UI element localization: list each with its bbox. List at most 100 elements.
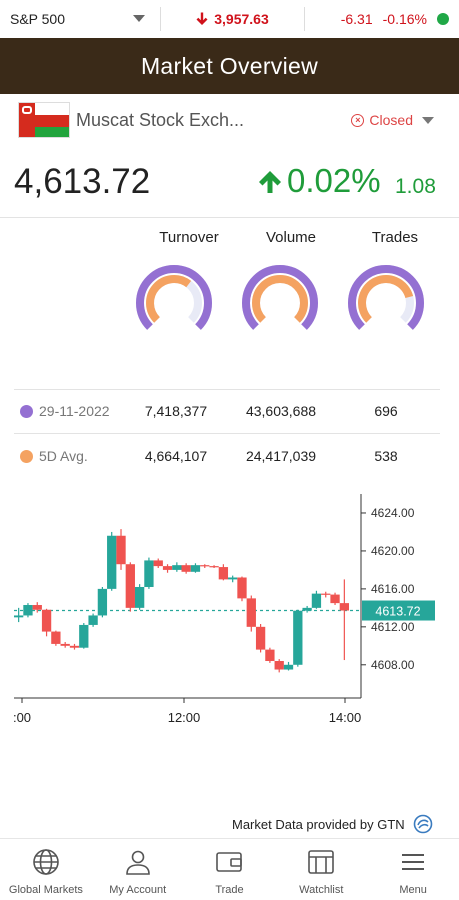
nav-label: Global Markets [8,884,83,896]
candle-body [265,649,275,661]
nav-label: Menu [399,884,427,896]
divider [160,7,161,31]
gauge-avg-arc [146,275,192,323]
stats-row-avg: 5D Avg. 4,664,107 24,417,039 538 [0,441,459,471]
menu-icon [402,854,425,870]
y-tick-label: 4616.00 [371,582,415,596]
trades-label: Trades [371,229,419,246]
legend-dot-icon [20,449,33,463]
candle-body [246,598,256,627]
stats-avg-trades: 538 [374,448,398,464]
candle-body [51,631,61,644]
gauge-avg-arc [252,275,308,323]
candle-body [330,594,340,604]
candle-body [144,560,154,587]
chevron-down-icon [422,116,434,124]
ticker-index-selector[interactable]: S&P 500 [0,0,160,38]
candle-body [190,565,201,572]
candle-body [116,535,126,565]
bottom-navigation: Global Markets My Account Trade Watchlis… [0,838,459,900]
candle-body [283,664,294,670]
candle-body [172,565,182,570]
divider [14,389,440,390]
candle-body [302,607,312,611]
turnover-gauge [136,265,212,330]
candle-body [88,615,98,625]
y-tick-label: 4624.00 [371,506,415,520]
candle-body [14,615,24,618]
y-tick-label: 4612.00 [371,620,415,634]
ticker-value: 3,957.63 [161,11,304,27]
nav-label: Trade [215,884,244,896]
candle-body [209,566,219,568]
divider [304,7,305,31]
market-open-dot-icon [437,13,449,25]
chevron-down-icon [133,15,145,22]
gauge-today-arc [242,265,318,330]
data-provider-text: Market Data provided by GTN [232,816,405,832]
index-change: 1.08 [395,175,436,198]
legend-avg: 5D Avg. [20,448,88,464]
wallet-icon [216,852,243,872]
ticker-symbol: S&P 500 [10,11,66,27]
y-tick-label: 4620.00 [371,544,415,558]
candle-body [321,593,331,595]
trades-gauge [348,265,424,330]
nav-my-account[interactable]: My Account [92,839,184,900]
nav-watchlist[interactable]: Watchlist [275,839,367,900]
candle-body [97,588,108,616]
last-value-label: 4613.72 [362,600,435,621]
candle-body [218,567,229,580]
candle-body [41,609,52,632]
legend-today: 29-11-2022 [20,403,110,419]
index-value: 4,613.72 [14,162,151,201]
page-title: Market Overview [140,52,319,79]
data-provider: Market Data provided by GTN [232,814,433,834]
stats-row-today: 29-11-2022 7,418,377 43,603,688 696 [0,396,459,426]
candle-body [134,586,145,608]
candle-body [228,577,238,580]
last-value-text: 4613.72 [375,605,420,619]
index-change-pct: 0.02% [287,162,381,199]
candle-body [107,535,117,589]
stats-turnover: 7,418,377 [144,403,208,419]
stats-avg-volume: 24,417,039 [245,448,317,464]
candle-body [60,643,70,646]
nav-label: Watchlist [299,884,344,896]
person-icon [125,850,150,875]
candle-body [153,560,163,567]
ticker-change-value: -6.31 [340,11,373,27]
last-value-badge [362,600,435,621]
candle-body [181,565,191,572]
candle-body [125,564,135,608]
stats-avg-label: 5D Avg. [39,448,88,464]
candle-body [311,593,322,608]
divider [14,433,440,434]
legend-dot-icon [20,404,33,418]
candle-body [255,626,266,650]
nav-global-markets[interactable]: Global Markets [0,839,92,900]
x-tick-label: 14:00 [329,710,362,725]
stats-avg-turnover: 4,664,107 [144,448,208,464]
candle-body [32,605,42,610]
ticker-value-text: 3,957.63 [214,11,269,27]
volume-label: Volume [265,229,317,246]
candle-body [79,624,89,648]
stats-volume: 43,603,688 [245,403,317,419]
gauge-avg-arc [358,275,414,323]
volume-gauge [242,265,318,330]
candle-body [339,603,349,611]
candle-body [23,605,33,616]
candle-body [293,610,303,665]
candle-body [69,645,80,648]
arrow-down-icon [196,12,208,25]
intraday-chart[interactable]: 4624.00 4620.00 4616.00 4612.00 4608.00:00 12… [0,488,459,728]
ticker-change-pct: -0.16% [382,11,427,27]
nav-menu[interactable]: Menu [367,839,459,900]
market-status: × Closed [351,112,434,128]
gtn-logo-icon [413,814,432,834]
nav-trade[interactable]: Trade [184,839,276,900]
nav-label: My Account [109,884,167,896]
exchange-selector[interactable]: Muscat Stock Exch... × Closed [14,99,442,141]
index-summary: 4,613.72 0.02% 1.08 [0,148,459,218]
